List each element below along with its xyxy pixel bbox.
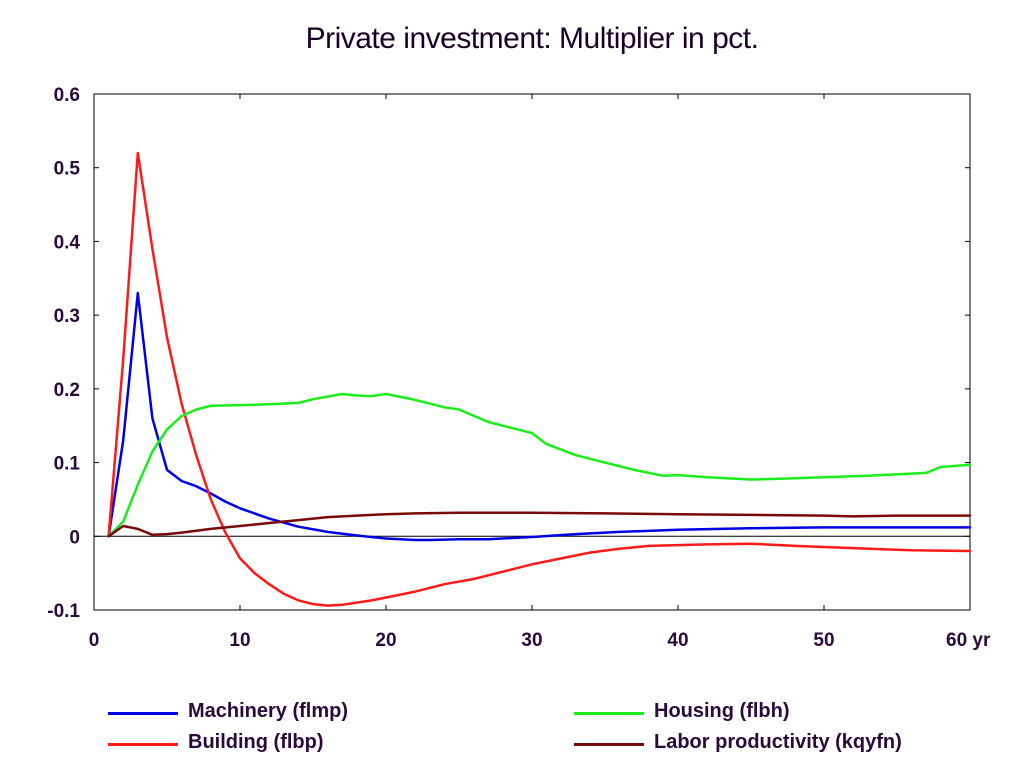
legend-swatch-machinery (108, 712, 178, 715)
y-tick-label: 0.2 (54, 380, 80, 401)
series-line-labor (107, 511, 972, 538)
legend-swatch-labor-productivity (574, 743, 644, 746)
legend-swatch-building (108, 743, 178, 746)
y-tick-label: 0.1 (54, 454, 81, 475)
y-tick-label: -0.1 (47, 601, 80, 622)
x-tick-label: 30 (521, 630, 542, 651)
x-tick-label: 0 (89, 630, 100, 651)
x-tick-label: 10 (229, 630, 250, 651)
y-tick-label: 0.4 (54, 232, 81, 253)
series-line-machinery (107, 291, 972, 542)
y-tick-label: 0.6 (54, 85, 80, 106)
series-lines (107, 151, 972, 607)
x-tick-label: 50 (813, 630, 834, 651)
y-tick-label: 0.3 (54, 306, 80, 327)
series-line-building (107, 151, 972, 607)
x-tick-label: 20 (375, 630, 396, 651)
legend-swatch-housing (574, 712, 644, 715)
chart-title: Private investment: Multiplier in pct. (305, 22, 759, 55)
legend-label-housing: Housing (flbh) (654, 700, 790, 722)
y-tick-label: 0.5 (54, 159, 81, 180)
x-tick-label: 60 yr (946, 630, 991, 651)
legend-label-labor-productivity: Labor productivity (kqyfn) (654, 731, 902, 753)
legend-label-machinery: Machinery (flmp) (188, 700, 349, 722)
y-tick-label: 0 (69, 527, 80, 548)
axes: -0.1 0 0.1 0.2 0.3 0.4 0.5 0.6 0 10 20 30 40 50 60 yr (47, 85, 991, 651)
legend-label-building: Building (flbp) (188, 731, 324, 753)
x-tick-label: 40 (667, 630, 688, 651)
series-line-housing (107, 392, 972, 538)
